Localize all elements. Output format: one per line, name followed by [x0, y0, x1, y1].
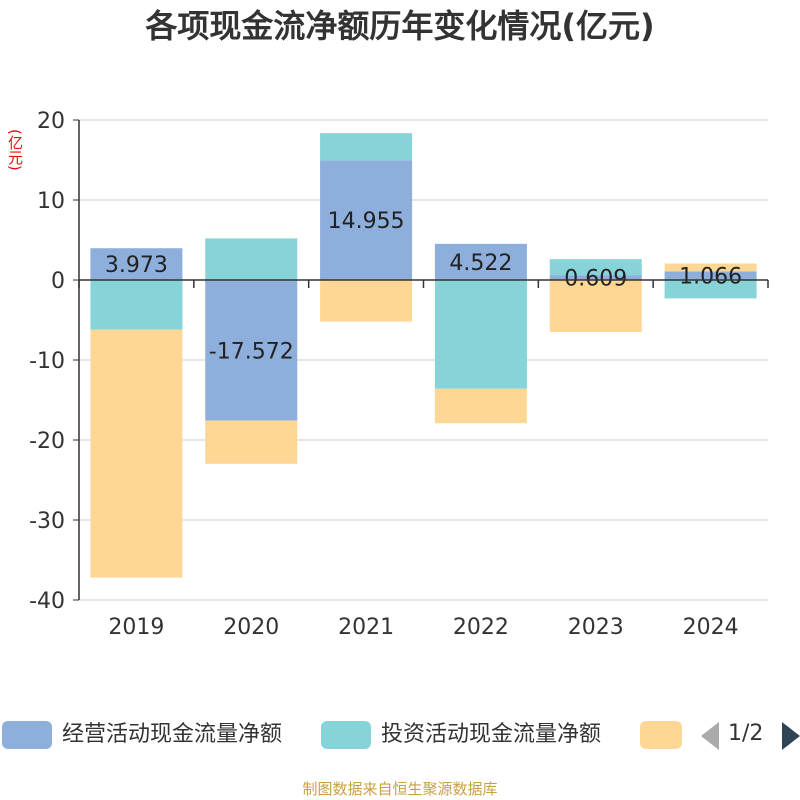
x-tick-label-2021: 2021	[338, 615, 394, 640]
bar-operating-2019	[90, 248, 183, 280]
bar-investing-2020	[205, 238, 298, 280]
y-axis-unit: (亿元)	[6, 129, 24, 171]
data-label-2022: 4.522	[449, 251, 512, 276]
y-tick-label: 20	[37, 109, 65, 134]
legend-swatch-financing	[640, 721, 682, 749]
bar-investing-2019	[90, 280, 183, 330]
legend: 经营活动现金流量净额 投资活动现金流量净额 1/2	[0, 714, 800, 754]
x-tick-label-2024: 2024	[683, 615, 739, 640]
legend-prev-page-icon[interactable]	[701, 722, 719, 750]
y-tick-label: 10	[37, 189, 65, 214]
y-tick-label: -40	[29, 589, 65, 614]
bar-operating-2021	[320, 160, 413, 280]
bar-operating-2020	[205, 280, 298, 421]
y-tick-label: 0	[51, 269, 65, 294]
legend-swatch-operating	[2, 721, 52, 749]
x-tick-label-2019: 2019	[108, 615, 164, 640]
y-tick-label: -20	[29, 429, 65, 454]
chart-title: 各项现金流净额历年变化情况(亿元)	[145, 7, 655, 45]
legend-label-investing: 投资活动现金流量净额	[381, 722, 602, 747]
legend-page-indicator: 1/2	[728, 721, 764, 746]
bar-operating-2024	[664, 271, 757, 280]
legend-swatch-investing	[321, 721, 371, 749]
source-note: 制图数据来自恒生聚源数据库	[302, 780, 498, 798]
bar-financing-2021	[320, 280, 413, 322]
bar-investing-2024	[664, 280, 757, 299]
bar-financing-2024	[664, 263, 757, 272]
y-tick-label: -10	[29, 349, 65, 374]
x-tick-label-2020: 2020	[223, 615, 279, 640]
x-tick-label-2023: 2023	[568, 615, 624, 640]
chart-plot: 20 10 0 -10 -20 -30 -40 3.973 -17.572 14.955 4.522…	[29, 109, 769, 640]
legend-label-operating: 经营活动现金流量净额	[62, 722, 283, 747]
bar-financing-2020	[205, 420, 298, 464]
bar-financing-2019	[90, 329, 183, 578]
x-tick-label-2022: 2022	[453, 615, 509, 640]
bar-investing-2021	[320, 133, 413, 161]
data-label-2019: 3.973	[105, 253, 168, 278]
bar-financing-2022	[434, 388, 527, 424]
bar-operating-2022	[434, 243, 527, 280]
bar-operating-2023	[549, 275, 642, 280]
bar-financing-2023	[549, 280, 642, 332]
data-label-2020: -17.572	[209, 339, 294, 364]
bar-investing-2022	[434, 280, 527, 389]
data-label-2024: 1.066	[679, 265, 742, 290]
data-label-2023: 0.609	[564, 267, 627, 292]
data-label-2021: 14.955	[328, 209, 405, 234]
y-tick-label: -30	[29, 509, 65, 534]
legend-next-page-icon[interactable]	[782, 722, 800, 750]
bar-investing-2023	[549, 259, 642, 276]
